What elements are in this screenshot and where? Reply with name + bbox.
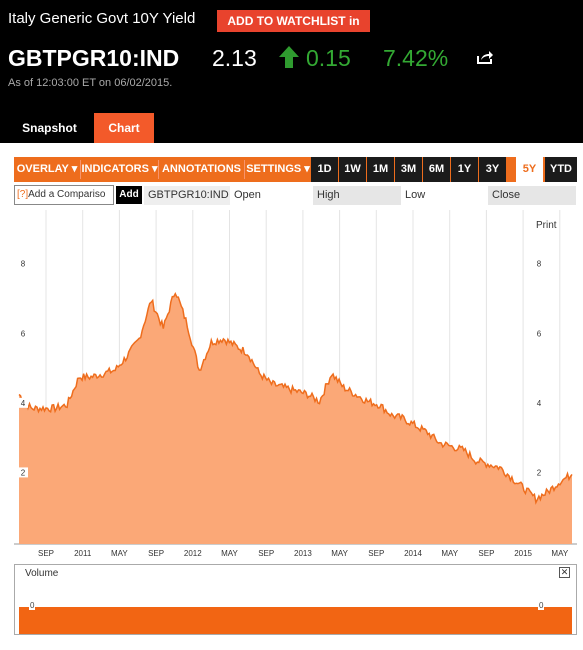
low-field: Low [401, 186, 488, 205]
page-title: Italy Generic Govt 10Y Yield [8, 10, 196, 27]
x-tick-label: MAY [111, 549, 128, 558]
y-tick-label-left: 4 [21, 399, 26, 408]
x-tick-label: 2015 [514, 549, 532, 558]
price-change: 0.15 [306, 45, 351, 71]
volume-tick-right: 0 [538, 601, 545, 610]
range-ytd-button[interactable]: YTD [545, 157, 577, 182]
overlay-menu[interactable]: OVERLAY ▾ [16, 163, 78, 175]
x-tick-label: 2011 [74, 549, 92, 558]
price-chart-svg: 8 86 64 42 2 SEP 2011 MAY SEP 2012 MAY SEP 2013 MAY S… [14, 210, 577, 558]
ticker-symbol: GBTPGR10:IND [8, 45, 180, 71]
help-icon[interactable]: [?] [17, 189, 29, 200]
y-tick-bg [534, 467, 544, 478]
y-tick-label-left: 2 [21, 468, 26, 477]
x-tick-label: SEP [368, 549, 384, 558]
indicators-menu[interactable]: INDICATORS ▾ [81, 163, 158, 175]
close-icon[interactable]: ✕ [559, 567, 570, 578]
annotations-menu[interactable]: ANNOTATIONS ▾ [161, 163, 242, 200]
y-tick-label-right: 8 [537, 260, 542, 269]
compare-input[interactable]: [?]Add a Compariso [14, 185, 114, 205]
y-tick-label-left: 6 [21, 329, 26, 338]
y-tick-label-right: 6 [537, 329, 542, 338]
y-tick-label-left: 8 [21, 260, 26, 269]
quote-header: Italy Generic Govt 10Y Yield ADD TO WATC… [0, 0, 583, 143]
high-field: High [313, 186, 401, 205]
divider [158, 160, 159, 179]
settings-menu[interactable]: SETTINGS ▾ [246, 163, 310, 175]
volume-label: Volume [25, 568, 59, 579]
add-to-watchlist-button[interactable]: ADD TO WATCHLIST in [217, 10, 370, 32]
x-axis-ticks: SEP 2011 MAY SEP 2012 MAY SEP 2013 MAY SEP 2014 MAY… [38, 549, 569, 558]
add-compare-button[interactable]: Add [116, 186, 142, 204]
ticker-field: GBTPGR10:IND [144, 186, 230, 205]
x-tick-label: MAY [441, 549, 458, 558]
print-link[interactable]: Print [536, 220, 557, 231]
range-1y-button[interactable]: 1Y [451, 157, 478, 182]
range-1d-button[interactable]: 1D [311, 157, 338, 182]
y-tick-bg [534, 328, 544, 339]
x-tick-label: MAY [551, 549, 568, 558]
yield-area [19, 293, 572, 544]
y-tick-bg [18, 258, 28, 269]
range-6m-button[interactable]: 6M [423, 157, 450, 182]
tab-snapshot[interactable]: Snapshot [8, 113, 91, 143]
tab-chart[interactable]: Chart [94, 113, 154, 143]
range-5y-button[interactable]: 5Y [516, 157, 543, 182]
x-tick-label: 2014 [404, 549, 422, 558]
share-icon[interactable] [476, 49, 494, 65]
price-value: 2.13 [212, 45, 257, 71]
x-tick-label: SEP [148, 549, 164, 558]
range-3y-button[interactable]: 3Y [479, 157, 506, 182]
y-tick-label-right: 2 [537, 468, 542, 477]
divider [80, 160, 81, 179]
as-of-timestamp: As of 12:03:00 ET on 06/02/2015. [8, 77, 173, 89]
y-tick-label-right: 4 [537, 399, 542, 408]
price-change-percent: 7.42% [383, 45, 449, 71]
y-tick-bg [18, 397, 28, 408]
volume-bar [19, 607, 572, 634]
y-tick-bg [534, 397, 544, 408]
volume-panel: Volume ✕ 0 0 [14, 564, 577, 635]
x-tick-label: 2012 [184, 549, 202, 558]
x-tick-label: MAY [331, 549, 348, 558]
x-tick-label: SEP [478, 549, 494, 558]
x-tick-label: MAY [221, 549, 238, 558]
x-tick-label: SEP [38, 549, 54, 558]
range-3m-button[interactable]: 3M [395, 157, 422, 182]
x-tick-label: SEP [258, 549, 274, 558]
open-field: Open [230, 186, 313, 205]
arrow-up-icon [279, 46, 299, 68]
yield-line [18, 291, 573, 505]
compare-placeholder: Add a Compariso [28, 189, 106, 200]
y-tick-bg [18, 328, 28, 339]
volume-tick-left: 0 [29, 601, 36, 610]
range-1w-button[interactable]: 1W [339, 157, 366, 182]
divider [244, 160, 245, 179]
range-1m-button[interactable]: 1M [367, 157, 394, 182]
chart-toolbar: OVERLAY ▾ INDICATORS ▾ ANNOTATIONS ▾ SET… [14, 157, 577, 200]
y-tick-bg [18, 467, 28, 478]
y-axis-ticks: 8 8 6 6 4 4 2 2 [18, 258, 544, 478]
x-tick-label: 2013 [294, 549, 312, 558]
close-field: Close [488, 186, 576, 205]
y-tick-bg [534, 258, 544, 269]
